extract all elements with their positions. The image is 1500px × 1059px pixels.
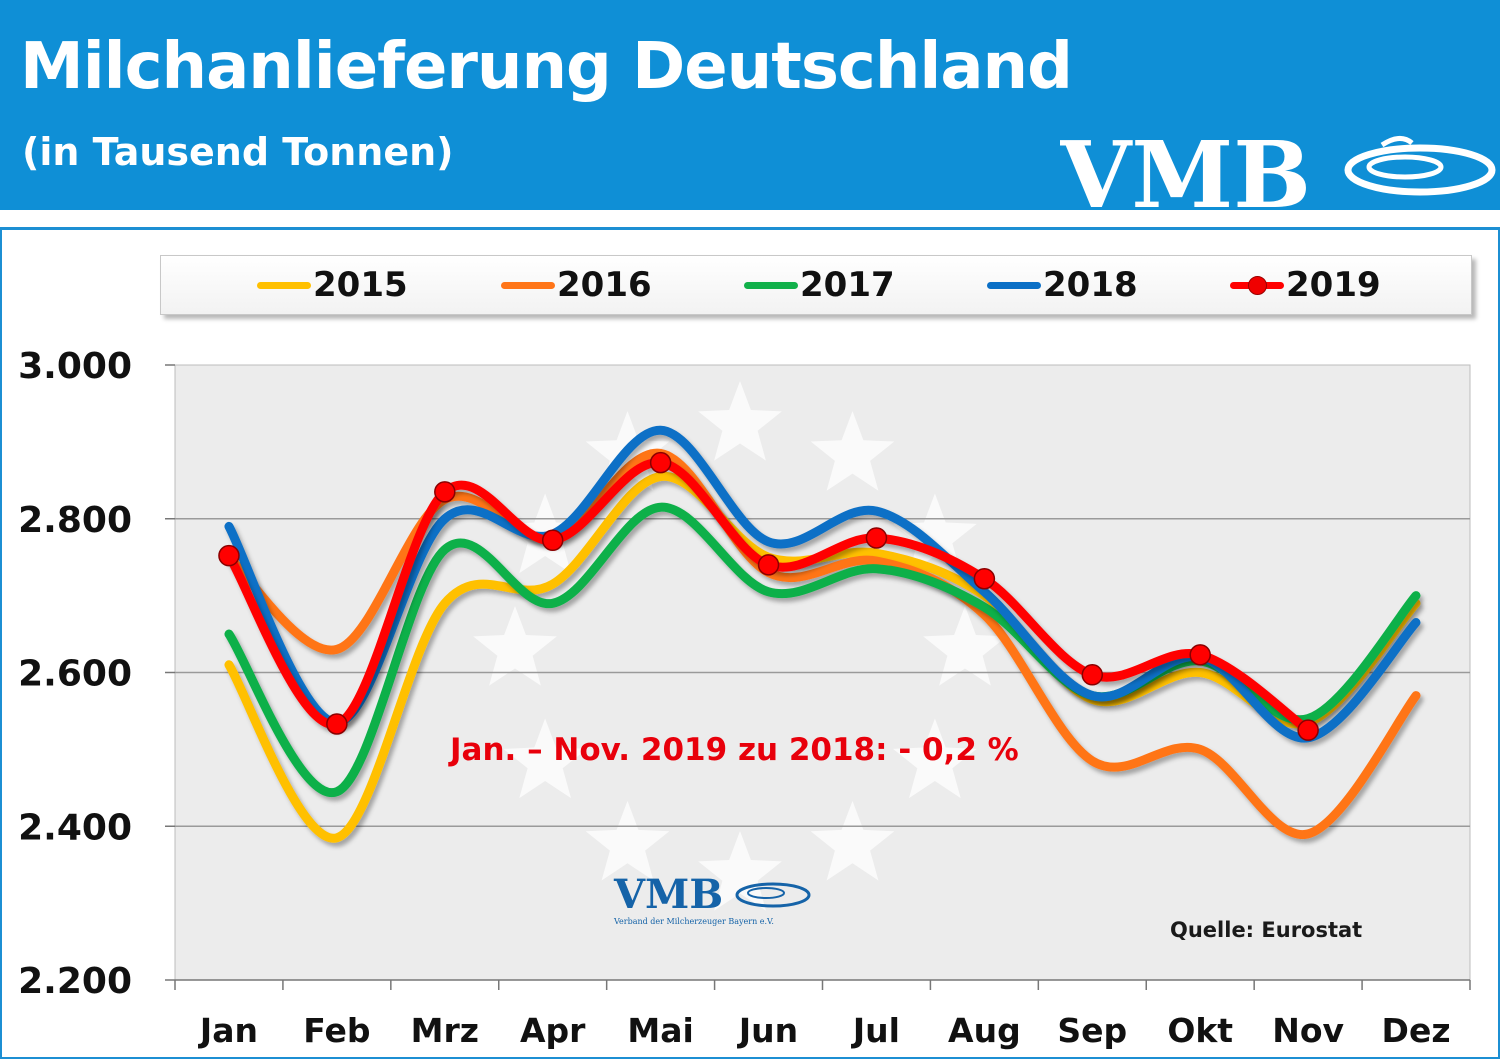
- eu-star-1: [698, 381, 782, 461]
- series-2019-point: [973, 567, 996, 590]
- legend-label-2015: 2015: [313, 265, 408, 305]
- y-tick-label: 2.200: [18, 961, 132, 1002]
- x-tick-label: Mrz: [411, 1011, 479, 1050]
- series-2019-point: [326, 713, 348, 735]
- eu-star-7: [698, 831, 782, 911]
- y-tick-label: 2.400: [18, 807, 132, 848]
- x-tick-label: Dez: [1382, 1011, 1451, 1050]
- legend-swatch-2016: [501, 282, 555, 289]
- x-tick-label: Apr: [520, 1011, 586, 1050]
- series-2019-point: [1189, 644, 1211, 666]
- eu-star-3: [893, 493, 977, 574]
- x-tick-label: Jul: [851, 1011, 900, 1050]
- legend-marker-2019: [1248, 276, 1267, 295]
- y-tick-label: 3.000: [18, 346, 132, 387]
- series-2019-point: [1081, 664, 1104, 686]
- legend-label-2018: 2018: [1043, 265, 1138, 305]
- chart-subtitle: (in Tausend Tonnen): [22, 130, 454, 174]
- series-2019-point: [434, 481, 456, 503]
- vmb-logo-text: VMB: [1060, 121, 1311, 215]
- legend-label-2019: 2019: [1286, 265, 1381, 305]
- source-note: Quelle: Eurostat: [1170, 918, 1362, 942]
- x-tick-label: Jun: [737, 1011, 798, 1050]
- eu-star-9: [503, 718, 587, 799]
- x-tick-label: Aug: [948, 1011, 1021, 1050]
- series-2019-point: [1297, 719, 1319, 741]
- chart-legend: 2015 2016 2017 2018 2019: [160, 255, 1472, 315]
- y-tick-label: 2.800: [18, 500, 132, 541]
- x-tick-label: Nov: [1272, 1011, 1344, 1050]
- legend-label-2017: 2017: [800, 265, 895, 305]
- watermark-logo: VMB Verband der Milcherzeuger Bayern e.V…: [613, 871, 811, 926]
- legend-label-2016: 2016: [557, 265, 652, 305]
- series-2019-point: [757, 554, 780, 576]
- comparison-annotation: Jan. – Nov. 2019 zu 2018: - 0,2 %: [448, 732, 1019, 768]
- eu-star-2: [810, 411, 895, 491]
- legend-swatch-2017: [744, 282, 798, 289]
- legend-swatch-2015: [257, 282, 311, 289]
- eu-star-4: [923, 606, 1007, 686]
- eu-star-8: [585, 800, 670, 881]
- eu-star-10: [473, 606, 557, 686]
- x-axis: Jan Feb Mrz Apr Mai Jun Jul Aug Sep Okt Nov Dez: [174, 979, 1471, 1050]
- x-tick-label: Sep: [1057, 1011, 1127, 1050]
- series-2019-point: [865, 527, 888, 549]
- watermark-logo-emblem: [735, 882, 811, 908]
- series-2019-point: [541, 529, 564, 552]
- watermark-logo-subtext: Verband der Milcherzeuger Bayern e.V.: [613, 917, 774, 926]
- vmb-logo-emblem: [1344, 136, 1496, 196]
- y-tick-label: 2.600: [18, 654, 132, 695]
- chart-title: Milchanlieferung Deutschland: [20, 30, 1073, 104]
- x-tick-label: Mai: [627, 1011, 693, 1050]
- x-tick-label: Jan: [198, 1011, 258, 1050]
- y-axis: 2.200 2.400 2.600 2.800 3.000: [18, 346, 175, 1002]
- series-2019-point: [649, 451, 672, 474]
- series-2019-point: [218, 544, 240, 567]
- chart-header: Milchanlieferung Deutschland (in Tausend…: [0, 0, 1500, 215]
- watermark-logo-text: VMB: [613, 871, 723, 918]
- eu-star-5: [893, 718, 977, 799]
- vmb-logo: VMB: [1060, 121, 1496, 215]
- x-tick-label: Okt: [1167, 1011, 1233, 1050]
- series-markers: [218, 451, 1319, 741]
- legend-swatch-2018: [987, 282, 1041, 289]
- series-2019-line: [224, 458, 1313, 735]
- x-tick-label: Feb: [303, 1011, 370, 1050]
- eu-star-6: [810, 800, 895, 881]
